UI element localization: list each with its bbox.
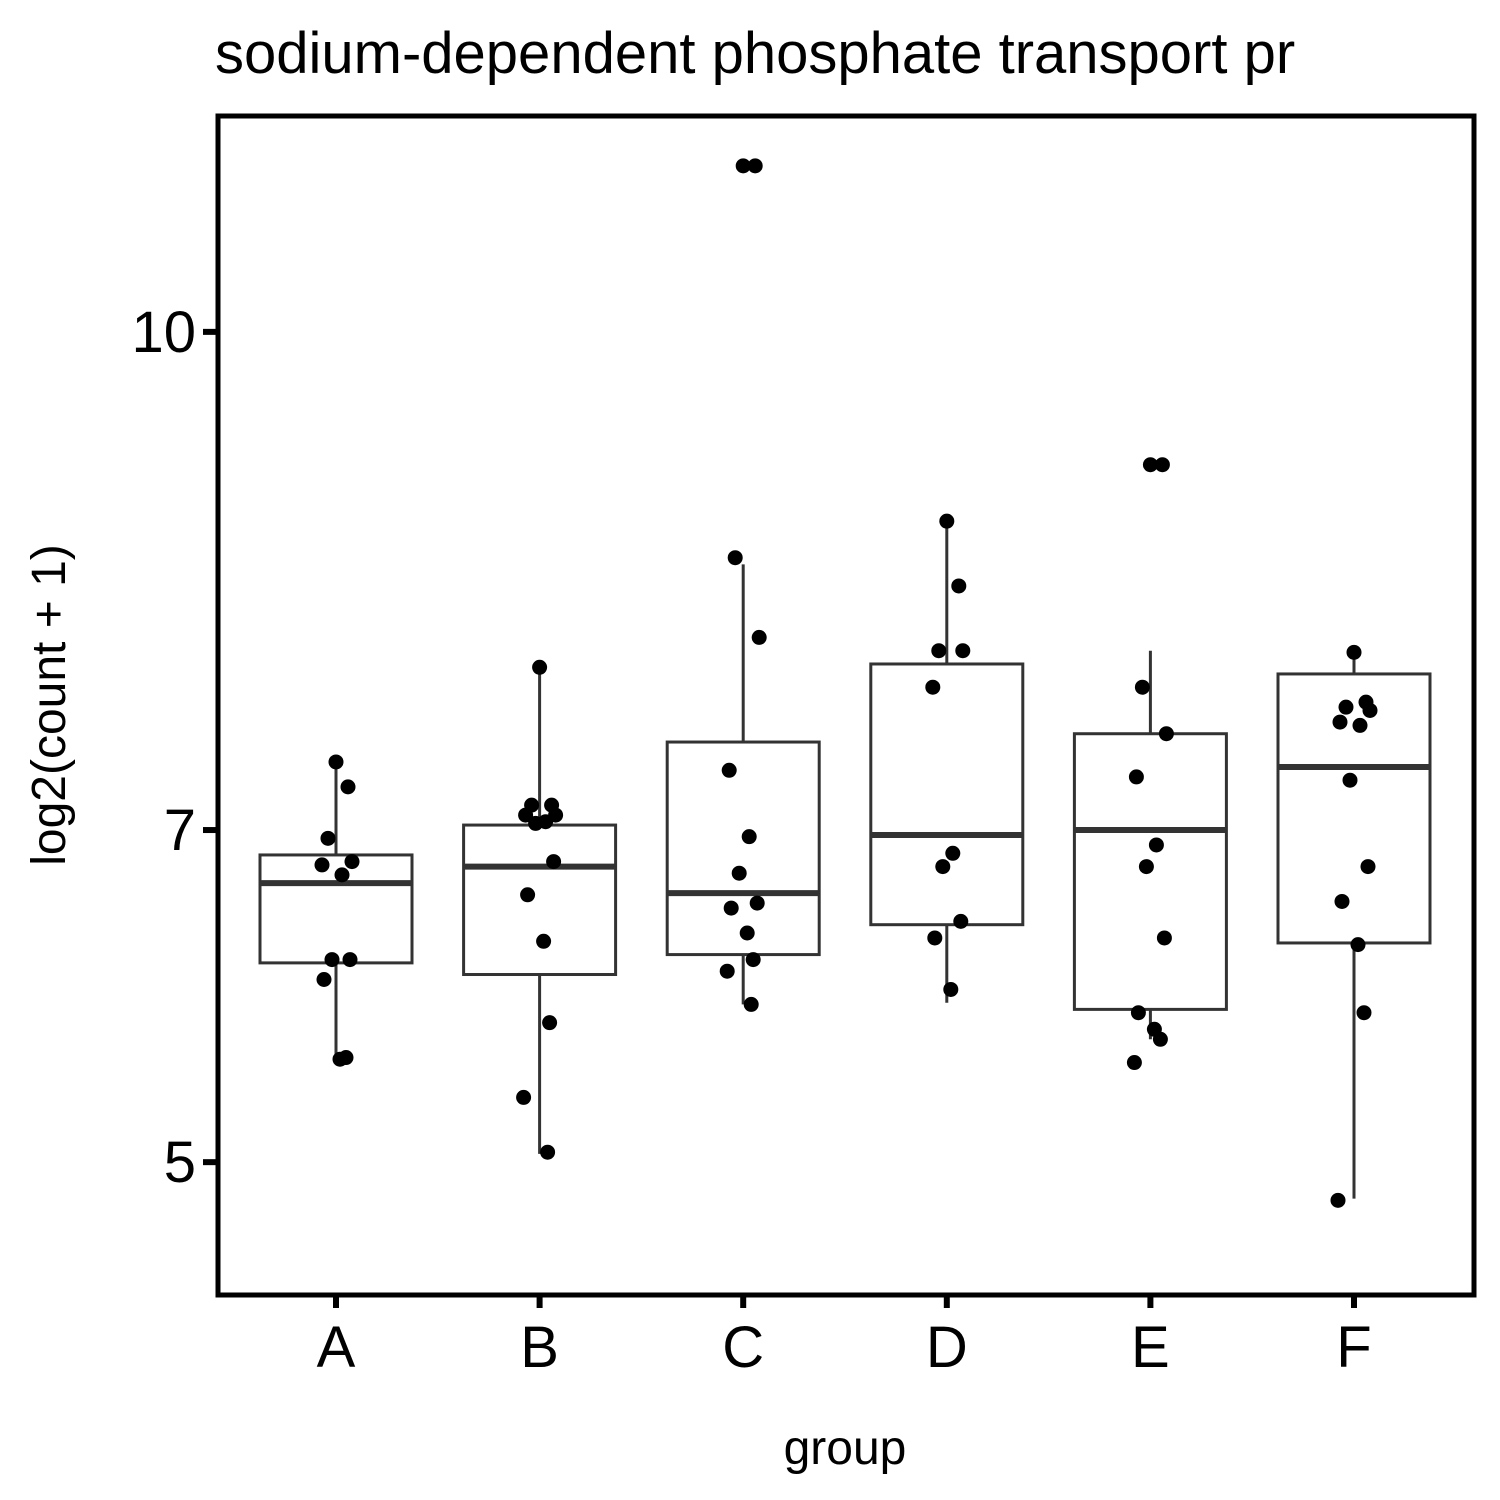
data-point	[721, 762, 737, 778]
data-point	[735, 158, 751, 174]
points-group-a	[314, 754, 360, 1067]
data-point	[320, 830, 336, 846]
data-point	[344, 854, 360, 870]
x-tick-label: F	[1336, 1315, 1371, 1380]
data-point	[943, 981, 959, 997]
chart-title: sodium-dependent phosphate transport pr	[215, 21, 1295, 86]
data-point	[1126, 1055, 1142, 1071]
box-group-c	[665, 564, 821, 1005]
data-point	[1158, 726, 1174, 742]
data-point	[751, 629, 767, 645]
plot-panel-frame	[215, 113, 1477, 1298]
iqr-box	[462, 823, 618, 977]
points-group-f	[1330, 644, 1378, 1208]
data-point	[516, 1089, 532, 1105]
data-point	[536, 933, 552, 949]
y-tick-label: 5	[164, 1130, 196, 1195]
data-point	[953, 913, 969, 929]
data-point	[1352, 717, 1368, 733]
points-group-e	[1126, 457, 1174, 1071]
data-point	[528, 815, 544, 831]
points-group-d	[925, 513, 971, 997]
data-point	[314, 857, 330, 873]
x-tick-label: D	[926, 1315, 968, 1380]
data-point	[931, 643, 947, 659]
x-tick-label: A	[317, 1315, 356, 1380]
data-point	[747, 158, 763, 174]
data-point	[1338, 699, 1354, 715]
data-point	[1154, 457, 1170, 473]
data-point	[925, 679, 941, 695]
data-point	[1356, 1005, 1372, 1021]
box-group-a	[258, 763, 414, 1063]
data-point	[532, 659, 548, 675]
data-point	[741, 829, 757, 845]
data-point	[324, 952, 340, 968]
data-point	[1332, 714, 1348, 730]
data-point	[1142, 457, 1158, 473]
data-point	[1362, 702, 1378, 718]
data-point	[739, 925, 755, 941]
data-point	[719, 963, 735, 979]
data-point	[1152, 1031, 1168, 1047]
data-point	[316, 971, 332, 987]
x-tick-label: B	[520, 1315, 559, 1380]
data-point	[727, 550, 743, 566]
points-group-b	[516, 659, 564, 1160]
data-point	[939, 513, 955, 529]
data-point	[1156, 930, 1172, 946]
box-group-b	[462, 672, 618, 1154]
iqr-box	[1276, 672, 1432, 945]
data-point	[340, 779, 356, 795]
data-point	[1130, 1005, 1146, 1021]
data-point	[1330, 1192, 1346, 1208]
points-group-c	[719, 158, 767, 1012]
data-point	[328, 754, 344, 770]
data-point	[955, 643, 971, 659]
data-point	[1346, 644, 1362, 660]
data-point	[546, 854, 562, 870]
data-point	[1334, 893, 1350, 909]
data-point	[338, 1050, 354, 1066]
data-point	[520, 887, 536, 903]
data-point	[342, 952, 358, 968]
data-point	[542, 1015, 558, 1031]
data-point	[935, 859, 951, 875]
y-tick-label: 10	[131, 300, 196, 365]
box-group-d	[869, 521, 1025, 1003]
data-point	[518, 807, 534, 823]
x-axis-title: group	[784, 1422, 907, 1475]
plot-layer: 5 7 10 A B C D E F	[131, 113, 1477, 1380]
box-group-f	[1276, 649, 1432, 1199]
data-point	[745, 952, 761, 968]
data-point	[731, 865, 747, 881]
data-point	[743, 996, 759, 1012]
iqr-box	[869, 662, 1025, 927]
data-point	[334, 867, 350, 883]
data-point	[1134, 679, 1150, 695]
x-tick-label: C	[722, 1315, 764, 1380]
data-point	[749, 895, 765, 911]
y-axis-title: log2(count + 1)	[23, 544, 76, 866]
iqr-box	[1072, 732, 1228, 1011]
data-point	[1360, 859, 1376, 875]
data-point	[1138, 859, 1154, 875]
y-tick-label: 7	[164, 798, 196, 863]
data-point	[927, 930, 943, 946]
data-point	[951, 578, 967, 594]
data-point	[1350, 937, 1366, 953]
data-point	[1342, 772, 1358, 788]
data-point	[1148, 837, 1164, 853]
iqr-box	[665, 740, 821, 957]
data-point	[1128, 769, 1144, 785]
data-point	[945, 845, 961, 861]
data-point	[723, 900, 739, 916]
data-point	[540, 1144, 556, 1160]
x-tick-label: E	[1131, 1315, 1170, 1380]
